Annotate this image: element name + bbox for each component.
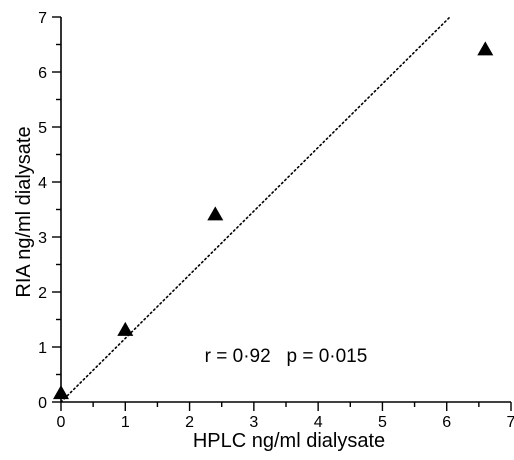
x-tick-label: 5: [378, 414, 387, 431]
y-tick-label: 2: [38, 285, 47, 302]
y-tick-label: 4: [38, 175, 47, 192]
correlation-annotation: r = 0·92 p = 0·015: [205, 346, 368, 367]
x-tick-label: 4: [314, 414, 323, 431]
y-tick-label: 7: [38, 10, 47, 27]
data-point-triangle: [53, 385, 69, 400]
data-point-triangle: [477, 41, 494, 56]
x-tick-label: 7: [507, 414, 514, 431]
y-tick-label: 6: [38, 65, 47, 82]
data-point-triangle: [207, 206, 224, 221]
reference-line: [60, 16, 451, 403]
x-tick-label: 2: [185, 414, 194, 431]
x-tick-label: 3: [249, 414, 258, 431]
plot-area: 0 1 2 3 4 5 6 7 0 1 2 3 4 5 6 7: [38, 10, 514, 431]
x-tick-label: 6: [442, 414, 451, 431]
x-axis-label: HPLC ng/ml dialysate: [193, 430, 385, 452]
y-tick-label: 5: [38, 120, 47, 137]
y-tick-label: 0: [38, 395, 47, 412]
data-point-triangle: [117, 321, 134, 336]
y-axis-label: RIA ng/ml dialysate: [13, 126, 35, 297]
x-tick-label: 0: [57, 414, 66, 431]
y-tick-label: 3: [38, 230, 47, 247]
x-tick-label: 1: [121, 414, 130, 431]
y-tick-label: 1: [38, 340, 47, 357]
